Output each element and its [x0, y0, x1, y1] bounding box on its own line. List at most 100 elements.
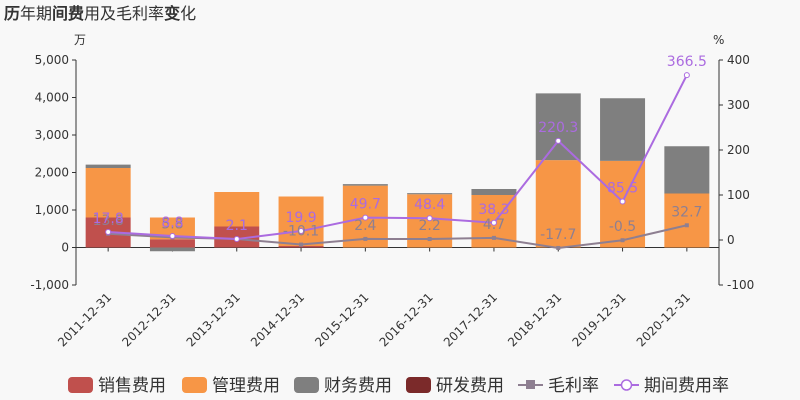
line-point: [555, 137, 562, 144]
right-axis-unit: %: [713, 33, 724, 47]
legend-swatch: [68, 377, 93, 393]
right-axis-tick-label: 0: [727, 233, 735, 247]
title-part: 年期: [20, 4, 52, 23]
legend-label: 期间费用率: [644, 376, 729, 396]
x-axis-tick-label: 2020-12-31: [634, 290, 693, 349]
data-label: 49.7: [350, 197, 381, 213]
data-label: 17.8: [93, 211, 124, 227]
line-point: [105, 228, 112, 235]
data-label: 19.9: [285, 210, 316, 226]
left-axis-tick-label: -1,000: [30, 278, 69, 292]
data-label: 85.5: [607, 181, 638, 197]
line-point: [362, 214, 369, 221]
axes-layer: -1,000 0 1,000 2,000 3,000 4,000 5,000 -100 0 100…: [30, 53, 754, 349]
legend-swatch: [182, 377, 207, 393]
bar-segment: [600, 98, 646, 161]
right-axis-tick-label: 100: [727, 188, 750, 202]
line-series: [108, 74, 688, 241]
bar-segment: [407, 193, 453, 195]
data-label: 220.3: [538, 120, 578, 136]
data-label: 5.8: [161, 216, 183, 232]
left-axis-tick-label: 4,000: [35, 91, 69, 105]
bar-segment: [278, 196, 324, 246]
legend-marker: [526, 380, 535, 389]
legend-label: 毛利率: [548, 376, 599, 396]
line-point: [683, 72, 690, 79]
right-axis-tick-label: 300: [727, 98, 750, 112]
left-axis-tick-label: 1,000: [35, 203, 69, 217]
legend-marker: [620, 379, 633, 391]
chart-title: 历年期间费用及毛利率变化: [4, 4, 196, 23]
legend-label: 财务费用: [324, 376, 392, 396]
left-axis-tick-label: 2,000: [35, 166, 69, 180]
bar-segment: [278, 246, 324, 248]
title-part: 间费: [52, 4, 84, 23]
legend-label: 研发费用: [436, 376, 504, 396]
data-label: -10.1: [283, 224, 319, 240]
legend-swatch: [406, 377, 431, 393]
bar-segment: [85, 164, 131, 168]
bar-segment: [85, 168, 131, 218]
line-point: [169, 233, 176, 240]
data-label: 32.7: [671, 204, 702, 220]
x-axis-tick-label: 2012-12-31: [119, 290, 178, 349]
legend: 销售费用 管理费用 财务费用 研发费用 毛利率 期间费用率: [68, 376, 729, 396]
left-axis-unit: 万: [74, 33, 86, 47]
data-label: 13.8: [93, 213, 124, 229]
line-point: [299, 242, 304, 247]
data-label: 2.1: [226, 218, 248, 234]
data-label: 2.1: [226, 218, 248, 234]
left-axis-tick-label: 3,000: [35, 128, 69, 142]
x-axis-tick-label: 2011-12-31: [55, 290, 114, 349]
data-label: 48.4: [414, 197, 445, 213]
right-axis-tick-label: 200: [727, 143, 750, 157]
legend-label: 销售费用: [98, 376, 166, 396]
bar-segment: [535, 93, 581, 161]
bar-segment: [664, 193, 710, 248]
legend-label: 管理费用: [212, 376, 280, 396]
line-point: [426, 215, 433, 222]
data-label: 2.2: [419, 218, 441, 234]
bar-segment: [149, 217, 195, 240]
data-label: 8.8: [161, 215, 183, 231]
x-axis-tick-label: 2019-12-31: [569, 290, 628, 349]
bar-segment: [342, 184, 388, 186]
title-part: 变: [164, 4, 180, 23]
left-axis-tick-label: 5,000: [35, 53, 69, 67]
x-axis-tick-label: 2018-12-31: [505, 290, 564, 349]
x-axis-tick-label: 2017-12-31: [441, 290, 500, 349]
data-label: 2.4: [354, 218, 376, 234]
line-point: [490, 219, 497, 226]
x-axis-tick-label: 2016-12-31: [377, 290, 436, 349]
bar-segment: [471, 189, 517, 195]
right-axis-tick-label: -100: [727, 278, 754, 292]
line-point: [233, 236, 240, 243]
line-point: [619, 198, 626, 205]
title-part: 用及毛利率: [84, 4, 164, 23]
x-axis-tick-label: 2014-12-31: [248, 290, 307, 349]
lines-layer: [105, 72, 690, 250]
bar-segment: [214, 192, 260, 227]
data-label: 38.3: [478, 202, 509, 218]
legend-swatch: [294, 377, 319, 393]
data-label: 4.7: [483, 217, 505, 233]
bar-segment: [664, 146, 710, 194]
line-point: [363, 236, 368, 241]
line-point: [491, 235, 496, 240]
labels-layer: 13.8 5.8 2.1 -10.1 2.4 2.2 4.7 -17.7 -0.5 32.7 17.…: [93, 54, 707, 243]
title-part: 化: [180, 4, 196, 23]
line-point: [427, 237, 432, 242]
bar-segment: [149, 239, 195, 248]
line-point: [556, 245, 561, 250]
bar-segment: [149, 247, 195, 252]
data-label: 366.5: [667, 54, 707, 70]
x-axis-tick-label: 2013-12-31: [184, 290, 243, 349]
title-part: 历: [4, 4, 20, 23]
line-point: [620, 238, 625, 243]
data-label: -17.7: [540, 227, 576, 243]
data-label: -0.5: [609, 219, 636, 235]
line-point: [298, 228, 305, 235]
x-axis-tick-label: 2015-12-31: [312, 290, 371, 349]
